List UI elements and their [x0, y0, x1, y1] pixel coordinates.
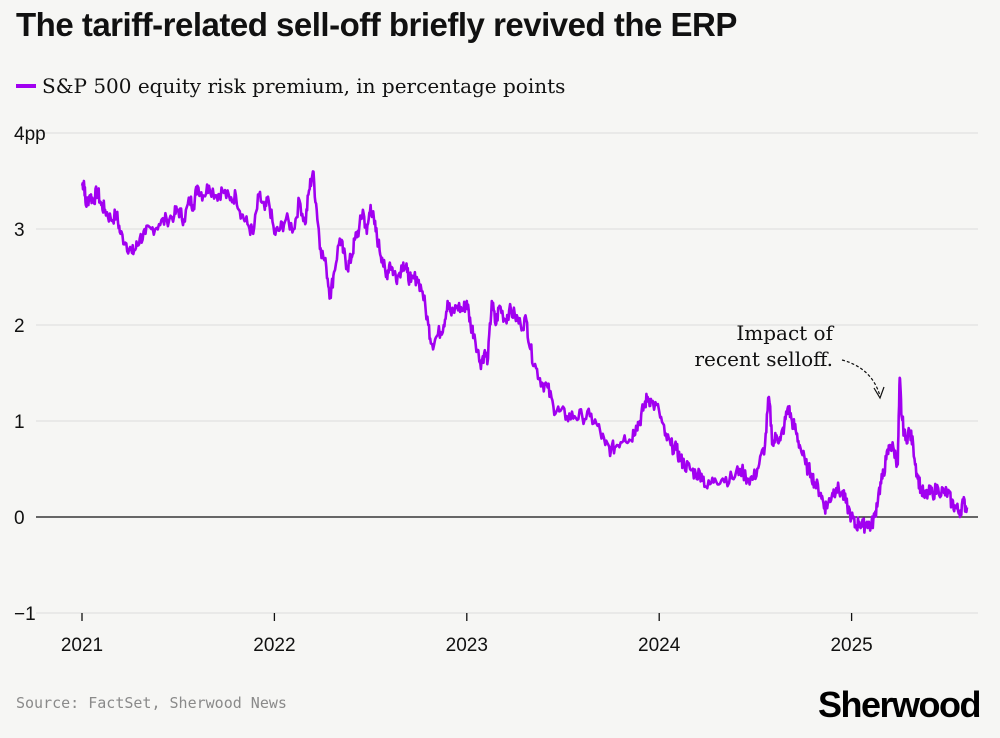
annotation-arrowhead [873, 386, 885, 400]
x-tick-label: 2023 [446, 635, 488, 656]
y-tick-label: 0 [14, 508, 25, 529]
y-tick-label: 1 [14, 412, 25, 433]
series-line [80, 170, 969, 534]
annotation-label: recent selloff. [695, 347, 834, 371]
annotation-arrow [841, 359, 881, 397]
y-tick-label: −1 [14, 604, 36, 625]
y-tick-label: 2 [14, 316, 25, 337]
grid-layer [36, 132, 978, 614]
y-tick-label: 3 [14, 220, 25, 241]
legend-label: S&P 500 equity risk premium, in percenta… [42, 74, 566, 98]
x-tick-label: 2025 [830, 635, 872, 656]
source-note: Source: FactSet, Sherwood News [16, 694, 287, 712]
axis-layer: 4pp 3 2 1 0 −1 2021 2022 2023 2024 2025 [14, 124, 978, 656]
x-tick-label: 2022 [253, 635, 295, 656]
x-tick-label: 2021 [61, 635, 103, 656]
y-tick-label: 4pp [14, 124, 46, 145]
legend: S&P 500 equity risk premium, in percenta… [16, 74, 565, 98]
brand-logo: Sherwood [817, 684, 982, 725]
series-layer [80, 170, 969, 534]
annotation-label: Impact of [736, 321, 834, 345]
legend-swatch [16, 84, 36, 88]
chart-title: The tariff-related sell-off briefly revi… [16, 6, 737, 43]
x-tick-label: 2024 [638, 635, 681, 656]
